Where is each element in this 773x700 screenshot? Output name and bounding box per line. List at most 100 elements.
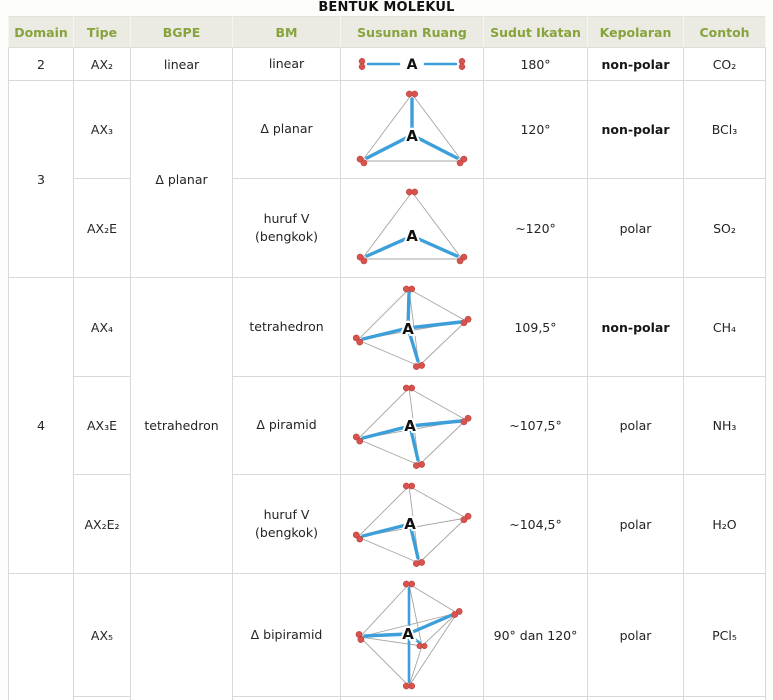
cell-tipe: AX₃ bbox=[73, 80, 131, 179]
cell-bm: huruf V (bengkok) bbox=[232, 474, 341, 574]
cell-domain: 4 bbox=[8, 277, 74, 574]
cell-sudut-ikatan bbox=[483, 696, 588, 700]
cell-bm: Δ bipiramid bbox=[232, 573, 341, 697]
tetrahedral-diagram: A bbox=[352, 285, 472, 370]
cell-bgpe: tetrahedron bbox=[130, 277, 233, 574]
cell-contoh: PCl₅ bbox=[683, 573, 766, 697]
column-header-bm: BM bbox=[232, 16, 341, 48]
cell-kepolaran: non-polar bbox=[587, 277, 684, 377]
electron-pair-icon bbox=[352, 334, 364, 346]
cell-sudut-ikatan: ~120° bbox=[483, 178, 588, 278]
cell-bm: tetrahedron bbox=[232, 277, 341, 377]
cell-kepolaran: non-polar bbox=[587, 47, 684, 81]
electron-pair-icon bbox=[413, 362, 425, 370]
electron-pair-icon bbox=[402, 482, 416, 490]
trigonal-bipyramid-diagram: A bbox=[355, 580, 463, 690]
table-row: AX₃E Δ piramid A bbox=[9, 376, 766, 475]
electron-pair-icon bbox=[460, 315, 472, 327]
cell-bm: Δ piramid bbox=[232, 376, 341, 475]
cell-kepolaran: polar bbox=[587, 573, 684, 697]
table-row: AX₂E huruf V (bengkok) A ~120° polar S bbox=[9, 178, 766, 278]
linear-molecule-diagram: A bbox=[358, 55, 466, 75]
cell-contoh: CO₂ bbox=[683, 47, 766, 81]
electron-pair-icon bbox=[456, 253, 468, 265]
cell-kepolaran: non-polar bbox=[587, 80, 684, 179]
column-header-sudut-ikatan: Sudut Ikatan bbox=[483, 16, 588, 48]
cell-kepolaran: polar bbox=[587, 376, 684, 475]
cell-tipe: AX₃E bbox=[73, 376, 131, 475]
electron-pair-icon bbox=[456, 155, 468, 166]
cell-sudut-ikatan: 90° dan 120° bbox=[483, 573, 588, 697]
electron-pair-icon bbox=[402, 384, 416, 391]
electron-pair-icon bbox=[402, 682, 416, 690]
electron-pair-icon bbox=[356, 253, 368, 265]
cell-kepolaran: polar bbox=[587, 178, 684, 278]
cell-bm: huruf V (bengkok) bbox=[232, 178, 341, 278]
central-atom-label: A bbox=[402, 625, 414, 643]
cell-susunan-ruang bbox=[340, 696, 484, 700]
column-header-domain: Domain bbox=[8, 16, 74, 48]
cell-bm bbox=[232, 696, 341, 700]
central-atom-label: A bbox=[407, 57, 418, 73]
column-header-susunan-ruang: Susunan Ruang bbox=[340, 16, 484, 48]
cell-tipe: AX₄ bbox=[73, 277, 131, 377]
molecular-shapes-table: Domain Tipe BGPE BM Susunan Ruang Sudut … bbox=[8, 16, 766, 700]
electron-pair-icon bbox=[352, 433, 364, 444]
cell-domain bbox=[8, 573, 74, 700]
bent-trigonal-diagram: A bbox=[356, 188, 468, 265]
cell-bm: linear bbox=[232, 47, 341, 81]
central-atom-label: A bbox=[404, 515, 416, 533]
table-row bbox=[9, 696, 766, 700]
cell-susunan-ruang: A bbox=[340, 277, 484, 377]
column-header-bgpe: BGPE bbox=[130, 16, 233, 48]
table-row: AX₂E₂ huruf V (bengkok) A bbox=[9, 474, 766, 574]
table-row: 3 AX₃ Δ planar Δ planar A bbox=[8, 80, 766, 278]
electron-pair-icon bbox=[458, 58, 466, 70]
header-row: Domain Tipe BGPE BM Susunan Ruang Sudut … bbox=[8, 16, 766, 48]
cell-tipe: AX₂E₂ bbox=[73, 474, 131, 574]
electron-pair-icon bbox=[402, 285, 416, 293]
table-row: 4 AX₄ tetrahedron tetrahedron A bbox=[8, 277, 766, 574]
table-row: 2 AX₂ linear linear A 180° non-polar CO₂ bbox=[8, 47, 766, 81]
cell-contoh: SO₂ bbox=[683, 178, 766, 278]
electron-pair-icon bbox=[416, 642, 428, 650]
electron-pair-icon bbox=[405, 90, 419, 97]
trigonal-pyramid-diagram: A bbox=[352, 384, 472, 469]
electron-pair-icon bbox=[413, 460, 425, 469]
cell-kepolaran: polar bbox=[587, 474, 684, 574]
cell-sudut-ikatan: 180° bbox=[483, 47, 588, 81]
cell-susunan-ruang: A bbox=[340, 47, 484, 81]
cell-tipe: AX₅ bbox=[73, 573, 131, 697]
cell-bgpe: linear bbox=[130, 47, 233, 81]
cell-bgpe: Δ planar bbox=[130, 80, 233, 278]
cell-tipe: AX₂ bbox=[73, 47, 131, 81]
cell-tipe: AX₂E bbox=[73, 178, 131, 278]
cell-contoh: CH₄ bbox=[683, 277, 766, 377]
central-atom-label: A bbox=[402, 320, 414, 338]
cell-susunan-ruang: A bbox=[340, 178, 484, 278]
electron-pair-icon bbox=[358, 58, 366, 70]
column-header-kepolaran: Kepolaran bbox=[587, 16, 684, 48]
table-row: AX₅ Δ bipiramid A bbox=[8, 573, 766, 700]
cell-contoh bbox=[683, 696, 766, 700]
cell-susunan-ruang: A bbox=[340, 474, 484, 574]
cell-susunan-ruang: A bbox=[340, 376, 484, 475]
column-header-tipe: Tipe bbox=[73, 16, 131, 48]
cell-sudut-ikatan: 120° bbox=[483, 80, 588, 179]
cell-susunan-ruang: A bbox=[340, 573, 484, 697]
electron-pair-icon bbox=[451, 608, 463, 618]
cell-contoh: H₂O bbox=[683, 474, 766, 574]
cell-bm: Δ planar bbox=[232, 80, 341, 179]
electron-pair-icon bbox=[355, 631, 365, 643]
cell-domain: 2 bbox=[8, 47, 74, 81]
electron-pair-icon bbox=[402, 580, 416, 588]
page-title: BENTUK MOLEKUL bbox=[318, 0, 455, 15]
cell-sudut-ikatan: ~104,5° bbox=[483, 474, 588, 574]
column-header-contoh: Contoh bbox=[683, 16, 766, 48]
central-atom-label: A bbox=[404, 417, 416, 435]
electron-pair-icon bbox=[460, 512, 472, 524]
electron-pair-icon bbox=[405, 188, 419, 196]
central-atom-label: A bbox=[406, 127, 418, 145]
electron-pair-icon bbox=[460, 414, 472, 425]
